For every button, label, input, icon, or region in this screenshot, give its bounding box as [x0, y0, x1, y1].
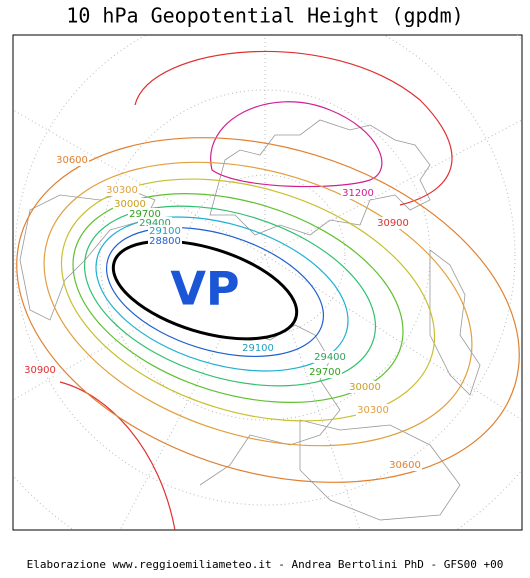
contour-line [105, 226, 325, 358]
label-background [308, 366, 342, 378]
map-title: 10 hPa Geopotential Height (gpdm) [66, 4, 463, 28]
footer-credit: Elaborazione www.reggioemiliameteo.it - … [27, 558, 504, 571]
label-background [313, 351, 347, 363]
contour-label: 28800 [149, 236, 181, 247]
polar-vortex-core [111, 239, 299, 341]
contour-line [72, 193, 404, 403]
contour-line [134, 50, 453, 206]
contour-label: 30000 [114, 199, 146, 210]
contour-line [16, 137, 520, 483]
contour-line [60, 178, 436, 422]
label-background [356, 404, 390, 416]
contour-label: 30900 [377, 218, 409, 229]
contour-label: 29700 [129, 209, 161, 220]
contour-label: 30900 [24, 365, 56, 376]
contour-label: 30600 [389, 460, 421, 471]
contour-line [95, 216, 349, 372]
contour-label: 29100 [149, 226, 181, 237]
label-background [113, 198, 147, 210]
contour-label: 30300 [106, 185, 138, 196]
contour-line [43, 161, 473, 447]
contour-line [210, 101, 383, 188]
label-background [376, 217, 410, 229]
label-background [105, 184, 139, 196]
label-background [23, 364, 57, 376]
contour-label: 30300 [357, 405, 389, 416]
contours [16, 50, 520, 530]
contour-label: 30000 [349, 382, 381, 393]
contour-label: 29400 [314, 352, 346, 363]
label-background [55, 154, 89, 166]
vortex-label: VP [170, 262, 239, 316]
label-background [388, 459, 422, 471]
contour-labels: 3060030300300002970029400291002880030900… [23, 154, 422, 471]
label-background [348, 381, 382, 393]
contour-label: 31200 [342, 188, 374, 199]
contour-label: 29700 [309, 367, 341, 378]
contour-line [83, 205, 377, 387]
contour-label: 30600 [56, 155, 88, 166]
contour-label: 29100 [242, 343, 274, 354]
contour-label: 29400 [139, 218, 171, 229]
label-background [148, 235, 182, 247]
label-background [148, 225, 182, 237]
label-background [341, 187, 375, 199]
contour-line [59, 381, 176, 530]
label-background [241, 342, 275, 354]
